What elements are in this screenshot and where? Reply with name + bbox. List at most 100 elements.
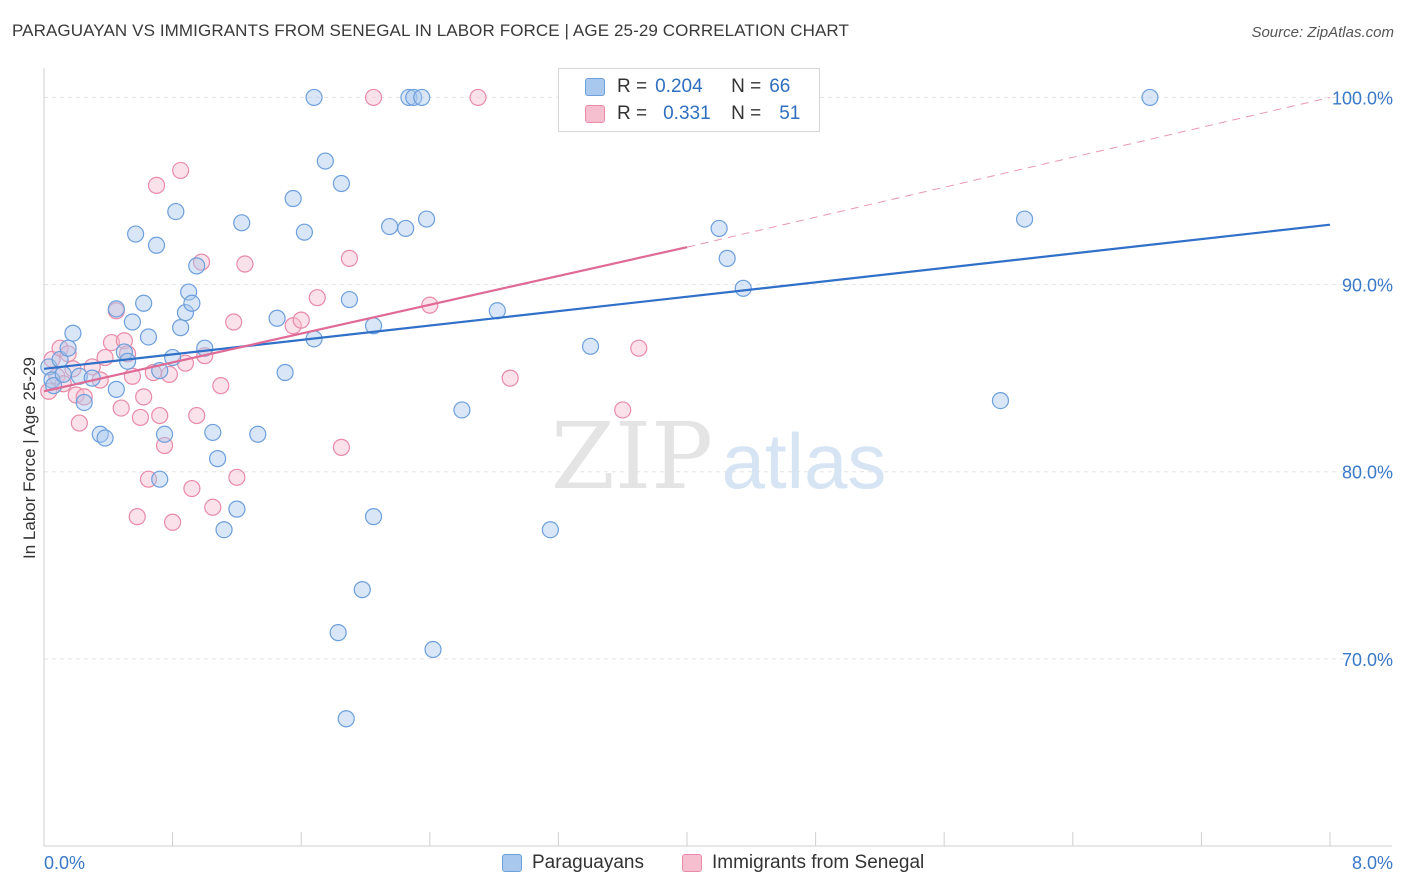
watermark-atlas: atlas [722,417,887,505]
senegal-point [469,88,487,107]
y-tick-label: 100.0% [1332,88,1393,108]
paraguayan-point [397,219,415,238]
paraguayan-point [233,214,251,232]
senegal-point [131,408,150,427]
senegal-point [292,311,310,329]
legend-r-value-1: 0.204 [655,76,703,97]
paraguayan-point [295,223,314,241]
senegal-point [332,438,350,456]
paraguayan-point [54,365,72,383]
paraguayan-point [400,88,418,107]
legend-r-label: R = [617,76,648,97]
senegal-point [112,399,130,417]
paraguayan-point [284,189,302,208]
legend-swatch-blue [585,78,605,96]
bottom-legend-senegal: Immigrants from Senegal [682,852,924,874]
paraguayan-point [381,217,399,236]
paraguayan-point [176,304,195,322]
senegal-trend-extension [686,96,1331,248]
watermark-zip: ZIP [551,403,713,510]
senegal-point [75,388,93,406]
bottom-legend-paraguayans: Paraguayans [502,852,644,874]
senegal-point [151,406,169,425]
paraguayan-point [332,174,350,193]
paraguayan-point [188,257,206,275]
paraguayan-point [337,710,355,728]
senegal-point [308,289,326,307]
senegal-point [164,513,182,531]
senegal-point [102,333,121,352]
paraguayan-point [718,249,736,267]
paraguayan-point [1141,88,1159,107]
legend-swatch-pink [585,105,605,123]
source-label: Source: ZipAtlas.com [1251,24,1394,41]
paraguayan-point [180,283,198,301]
senegal-points [40,88,648,531]
senegal-point [183,479,201,498]
paraguayan-point [215,521,233,539]
paraguayan-point [1015,210,1034,228]
paraguayan-point [107,300,125,318]
paraguayan-point [172,319,190,337]
bottom-legend-label-1: Paraguayans [532,852,644,873]
paraguayan-point [209,450,227,468]
paraguayan-point [276,363,294,382]
senegal-point [147,176,166,194]
legend-row-paraguayans: R = 0.204 N = 66 [585,75,790,99]
legend-row-senegal: R = 0.331 N = 51 [585,102,800,126]
paraguayan-point [64,324,82,342]
bottom-legend-swatch-pink [682,854,702,872]
paraguayan-point [453,401,471,419]
paraguayan-point [127,225,145,243]
legend-n-value-2: 51 [779,103,801,124]
legend-n-label: N = [731,103,762,124]
axes [43,68,1392,847]
paraguayan-points [40,88,1159,728]
paraguayan-point [123,313,142,331]
legend-n-label: N = [731,76,762,97]
paraguayan-point [204,423,222,442]
tick-labels: 70.0% 80.0% 90.0% 100.0% 0.0% 8.0% [44,88,1393,873]
paraguayan-point [118,352,137,370]
paraguayan-point [107,380,125,398]
legend-n-value-1: 66 [769,76,791,97]
paraguayan-point [710,219,728,238]
paraguayan-point [135,294,153,312]
paraguayan-point [353,581,371,599]
paraguayan-point [734,279,752,297]
y-tick-label: 70.0% [1342,650,1393,670]
paraguayan-point [139,328,158,346]
senegal-point [70,414,88,432]
paraguayan-point [541,521,559,539]
senegal-point [204,498,222,516]
x-tick-label-max: 8.0% [1352,853,1393,873]
senegal-point [212,377,230,395]
senegal-point [225,313,243,331]
paraguayan-point [155,425,174,443]
paraguayan-point [75,393,93,412]
y-tick-label: 80.0% [1342,463,1393,483]
senegal-point [188,406,206,425]
legend-r-value-2: 0.331 [663,103,711,124]
paraguayan-point [991,392,1010,410]
paraguayan-point [151,470,169,488]
x-tick-label-min: 0.0% [44,853,85,873]
legend-r-label: R = [617,103,648,124]
paraguayan-point [59,339,77,357]
paraguayan-point [167,202,185,221]
senegal-point [364,88,383,107]
senegal-point [236,255,254,273]
paraguayan-point [249,425,267,443]
paraguayan-point [329,624,347,642]
senegal-point [135,388,153,406]
chart-title: PARAGUAYAN VS IMMIGRANTS FROM SENEGAL IN… [12,21,849,40]
paraguayan-point [364,508,383,526]
senegal-point [228,468,246,486]
senegal-point [340,249,359,267]
paraguayan-point [424,640,442,659]
senegal-point [614,401,632,419]
senegal-point [501,369,519,387]
paraguayan-point [581,337,600,355]
paraguayan-point [413,88,431,107]
